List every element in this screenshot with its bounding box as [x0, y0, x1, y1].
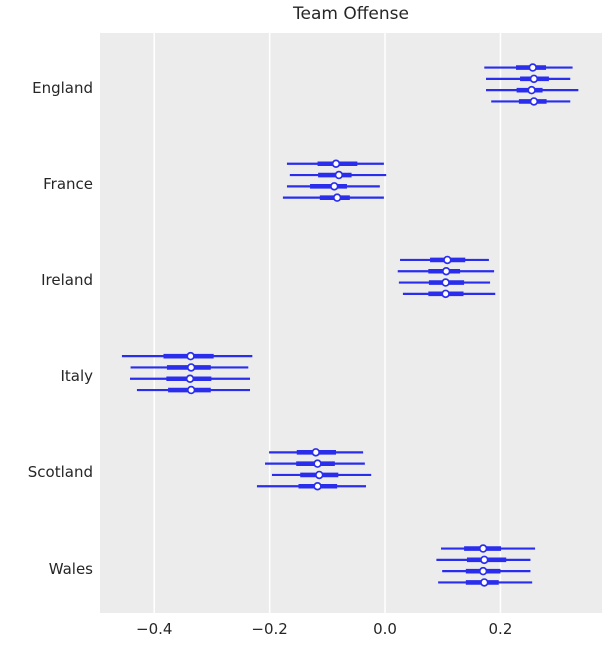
median-marker	[334, 170, 344, 180]
median-marker	[480, 578, 489, 587]
chart-title: Team Offense	[293, 4, 409, 24]
xtick-label-3: 0.2	[488, 620, 513, 638]
ytick-label-italy: Italy	[60, 367, 93, 386]
median-marker	[480, 555, 489, 565]
median-marker	[315, 470, 324, 480]
median-marker	[478, 566, 488, 576]
median-marker	[332, 193, 342, 202]
xtick-label-0: −0.4	[136, 620, 173, 638]
xtick-label-2: 0.0	[373, 620, 397, 638]
ytick-label-england: England	[32, 78, 93, 97]
median-marker	[313, 482, 322, 491]
median-marker	[311, 448, 321, 457]
median-marker	[185, 374, 195, 384]
median-marker	[443, 255, 452, 265]
median-marker	[186, 385, 196, 395]
median-marker	[186, 351, 195, 361]
axes-background	[100, 33, 602, 613]
median-marker	[186, 363, 196, 372]
median-marker	[441, 278, 450, 287]
median-marker	[441, 289, 450, 299]
median-marker	[313, 459, 322, 468]
ytick-label-wales: Wales	[48, 559, 93, 578]
median-marker	[529, 97, 539, 106]
median-marker	[527, 85, 536, 95]
median-marker	[441, 267, 451, 276]
median-marker	[529, 74, 539, 84]
ytick-label-france: France	[43, 174, 93, 193]
median-marker	[528, 63, 538, 72]
ytick-label-ireland: Ireland	[41, 270, 93, 289]
median-marker	[330, 182, 339, 191]
median-marker	[331, 159, 341, 169]
ytick-label-scotland: Scotland	[27, 463, 93, 482]
median-marker	[478, 544, 488, 553]
xtick-label-1: −0.2	[251, 620, 288, 638]
